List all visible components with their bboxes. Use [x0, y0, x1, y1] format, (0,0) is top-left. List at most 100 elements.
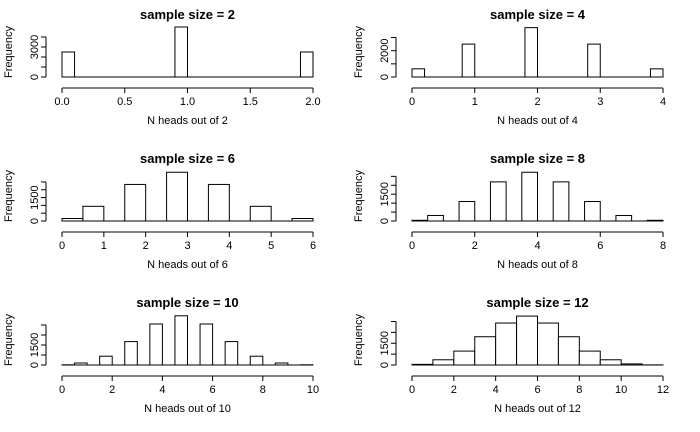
y-tick-label: 3000	[29, 35, 41, 59]
histogram-bar	[524, 27, 539, 78]
x-tick-label: 6	[534, 384, 540, 396]
histogram-bar	[199, 323, 214, 366]
x-tick-label: 4	[534, 240, 540, 252]
y-tick-label: 1500	[379, 331, 391, 355]
x-tick-label: 2	[534, 96, 540, 108]
x-tick-label: 2	[472, 240, 478, 252]
x-tick-label: 4	[493, 384, 499, 396]
y-tick-label: 0	[29, 362, 41, 368]
histogram-bar	[249, 355, 264, 366]
y-tick-label: 0	[379, 74, 391, 80]
y-tick-label: 0	[29, 218, 41, 224]
histogram-bar	[207, 183, 230, 222]
y-tick-label: 0	[379, 218, 391, 224]
histogram-bar	[99, 355, 113, 366]
histogram-panel: sample size = 10 0 2 4 6 8 10 N heads out of 10…	[3, 295, 319, 415]
y-tick-label: 0	[379, 362, 391, 368]
x-tick-label: 6	[210, 384, 216, 396]
x-tick-label: 1.0	[180, 96, 195, 108]
x-tick-label: 12	[657, 384, 669, 396]
x-axis-label: N heads out of 6	[147, 259, 228, 271]
histogram-bar	[521, 171, 538, 222]
histogram-bar	[427, 214, 444, 222]
x-axis-label: N heads out of 8	[497, 259, 578, 271]
histogram-bar	[124, 183, 147, 222]
histogram-bar	[599, 359, 622, 366]
histogram-bar	[584, 201, 601, 222]
histogram-bar	[458, 201, 476, 222]
x-axis-label: N heads out of 2	[147, 115, 228, 127]
histogram-bar	[552, 181, 570, 222]
y-tick-label: 0	[29, 74, 41, 80]
histogram-bar	[149, 323, 163, 366]
x-tick-label: 10	[615, 384, 627, 396]
x-tick-label: 1	[101, 240, 107, 252]
x-tick-label: 5	[268, 240, 274, 252]
chart-title: sample size = 2	[140, 7, 235, 22]
y-tick-label: 2000	[379, 38, 391, 62]
x-tick-label: 2	[143, 240, 149, 252]
chart-title: sample size = 4	[490, 7, 586, 22]
histogram-bar	[587, 43, 601, 78]
x-tick-label: 2.0	[305, 96, 320, 108]
y-axis-label: Frequency	[353, 314, 365, 366]
x-axis-label: N heads out of 10	[144, 403, 231, 415]
x-tick-label: 6	[310, 240, 316, 252]
histogram-bar	[516, 315, 538, 366]
chart-title: sample size = 10	[136, 295, 238, 310]
x-tick-label: 4	[226, 240, 232, 252]
chart-title: sample size = 12	[486, 295, 588, 310]
histogram-bar	[411, 68, 426, 78]
x-axis-label: N heads out of 12	[494, 403, 581, 415]
x-tick-label: 0.0	[54, 96, 69, 108]
y-axis-label: Frequency	[353, 170, 365, 222]
x-tick-label: 2	[109, 384, 115, 396]
histogram-bar	[174, 315, 188, 366]
y-axis-label: Frequency	[3, 170, 15, 222]
histogram-bar	[299, 51, 314, 78]
histogram-panel: sample size = 4 0 1 2 3 4 N heads out of 4 0 200…	[353, 7, 666, 127]
x-tick-label: 4	[660, 96, 666, 108]
x-tick-label: 1.5	[243, 96, 258, 108]
y-tick-label: 1500	[379, 182, 391, 206]
y-axis-label: Frequency	[353, 26, 365, 78]
y-axis-label: Frequency	[3, 314, 15, 366]
x-tick-label: 8	[660, 240, 666, 252]
x-tick-label: 1	[472, 96, 478, 108]
histogram-bar	[537, 322, 559, 366]
x-tick-label: 0	[59, 384, 65, 396]
x-tick-label: 0	[409, 240, 415, 252]
x-tick-label: 3	[184, 240, 190, 252]
x-tick-label: 0	[409, 96, 415, 108]
histogram-bar	[453, 350, 476, 366]
histogram-bar	[174, 26, 188, 78]
histogram-bar	[224, 341, 239, 366]
x-tick-label: 3	[597, 96, 603, 108]
histogram-bar	[649, 68, 664, 78]
x-tick-label: 8	[576, 384, 582, 396]
histogram-panel: sample size = 8 0 2 4 6 8 N heads out of 8 0 150…	[353, 151, 666, 271]
histogram-bar	[489, 181, 507, 222]
histogram-bar	[557, 336, 580, 366]
histogram-panel: sample size = 2 0.0 0.5 1.0 1.5 2.0 N heads ou…	[3, 7, 321, 127]
histogram-bar	[578, 350, 601, 366]
x-axis-label: N heads out of 4	[497, 115, 578, 127]
histogram-bar	[461, 43, 476, 78]
histogram-panel: sample size = 6 0 1 2 3 4 5 6 N heads out of 6 0 1…	[3, 151, 316, 271]
histogram-bar	[474, 336, 497, 366]
x-tick-label: 2	[451, 384, 457, 396]
x-tick-label: 10	[307, 384, 319, 396]
chart-title: sample size = 8	[490, 151, 585, 166]
histogram-bar	[82, 205, 105, 222]
y-tick-label: 1500	[29, 333, 41, 357]
histogram-bar	[249, 205, 272, 222]
y-tick-label: 1500	[29, 185, 41, 209]
histogram-bar	[432, 359, 455, 366]
histogram-bar	[615, 214, 633, 222]
x-tick-label: 0	[409, 384, 415, 396]
histogram-bar	[61, 51, 76, 78]
chart-title: sample size = 6	[140, 151, 235, 166]
x-tick-label: 0.5	[117, 96, 132, 108]
y-axis-label: Frequency	[3, 26, 15, 78]
x-tick-label: 0	[59, 240, 65, 252]
